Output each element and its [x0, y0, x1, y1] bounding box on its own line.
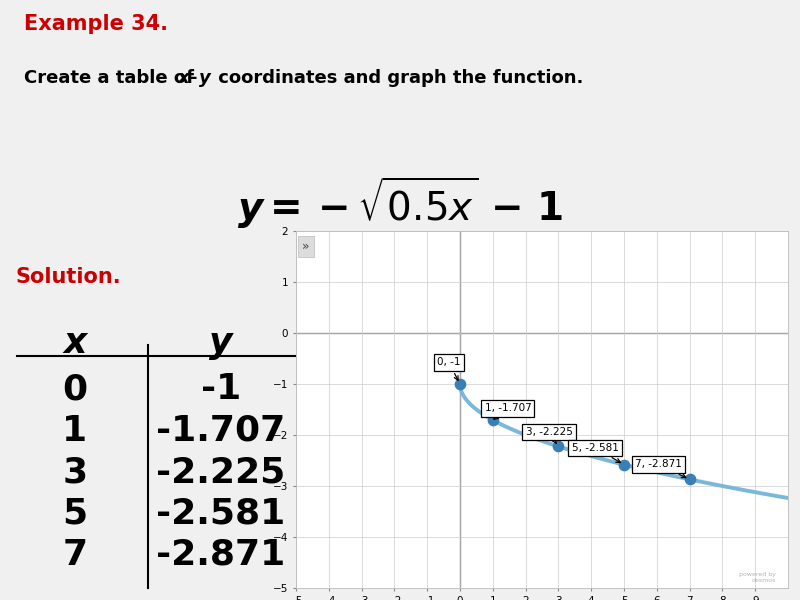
- Text: coordinates and graph the function.: coordinates and graph the function.: [212, 70, 583, 88]
- Text: 7: 7: [62, 538, 87, 572]
- Text: 0, -1: 0, -1: [437, 358, 461, 380]
- Text: x: x: [63, 326, 86, 360]
- Point: [454, 379, 466, 389]
- Text: 5, -2.581: 5, -2.581: [571, 443, 620, 463]
- Text: $\boldsymbol{y = -\sqrt{0.5x}\,-\,1}$: $\boldsymbol{y = -\sqrt{0.5x}\,-\,1}$: [237, 175, 563, 231]
- Text: x: x: [178, 70, 190, 88]
- Text: 0: 0: [62, 372, 87, 406]
- Point: [552, 442, 565, 451]
- Text: 3: 3: [62, 455, 87, 489]
- Text: 1, -1.707: 1, -1.707: [485, 403, 531, 419]
- Text: powered by
desmos: powered by desmos: [738, 572, 776, 583]
- Text: Create a table of: Create a table of: [24, 70, 200, 88]
- Point: [486, 415, 499, 425]
- Text: -1: -1: [201, 372, 241, 406]
- Point: [618, 460, 630, 469]
- Text: -: -: [190, 70, 198, 88]
- Text: 5: 5: [62, 496, 87, 530]
- Text: Example 34.: Example 34.: [24, 14, 168, 34]
- Point: [683, 475, 696, 484]
- Text: -2.225: -2.225: [156, 455, 286, 489]
- Text: y: y: [199, 70, 211, 88]
- Text: 1: 1: [62, 413, 87, 448]
- Text: Solution.: Solution.: [15, 267, 121, 287]
- Text: 7, -2.871: 7, -2.871: [635, 460, 686, 478]
- Text: »: »: [302, 240, 310, 253]
- Text: -2.871: -2.871: [156, 538, 286, 572]
- Text: -1.707: -1.707: [156, 413, 286, 448]
- Text: y: y: [209, 326, 233, 360]
- Text: 3, -2.225: 3, -2.225: [526, 427, 573, 443]
- Text: -2.581: -2.581: [156, 496, 286, 530]
